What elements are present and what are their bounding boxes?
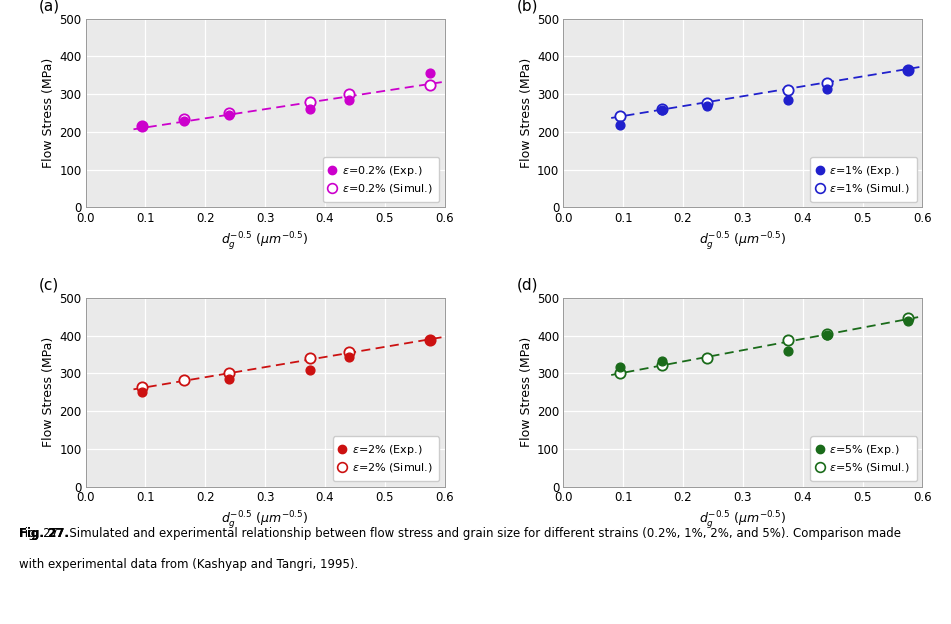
Text: Fig. 27.  Simulated and experimental relationship between flow stress and grain : Fig. 27. Simulated and experimental rela…	[19, 527, 901, 540]
$\varepsilon$=0.2% (Exp.)	[341, 95, 357, 105]
$\varepsilon$=5% (Simul.)	[780, 334, 795, 344]
Text: (d): (d)	[516, 277, 538, 293]
Y-axis label: Flow Stress (MPa): Flow Stress (MPa)	[519, 58, 533, 168]
$\varepsilon$=5% (Simul.)	[654, 360, 670, 370]
Text: Fig. 27.: Fig. 27.	[19, 527, 69, 540]
$\varepsilon$=2% (Simul.)	[341, 346, 357, 356]
$\varepsilon$=1% (Simul.)	[819, 78, 834, 88]
$\varepsilon$=2% (Exp.)	[302, 364, 318, 374]
$\varepsilon$=5% (Exp.)	[612, 362, 628, 372]
$\varepsilon$=5% (Simul.)	[819, 329, 834, 339]
$\varepsilon$=5% (Simul.)	[900, 313, 915, 323]
$\varepsilon$=0.2% (Simul.)	[341, 89, 357, 99]
X-axis label: $d_g^{-0.5}$ ($\mu m^{-0.5}$): $d_g^{-0.5}$ ($\mu m^{-0.5}$)	[699, 230, 786, 252]
Y-axis label: Flow Stress (MPa): Flow Stress (MPa)	[42, 337, 55, 447]
$\varepsilon$=2% (Simul.)	[422, 334, 437, 344]
$\varepsilon$=2% (Simul.)	[177, 375, 192, 385]
$\varepsilon$=1% (Simul.)	[654, 104, 670, 114]
$\varepsilon$=2% (Exp.)	[135, 388, 150, 397]
$\varepsilon$=1% (Simul.)	[780, 85, 795, 95]
X-axis label: $d_g^{-0.5}$ ($\mu m^{-0.5}$): $d_g^{-0.5}$ ($\mu m^{-0.5}$)	[222, 509, 309, 532]
Y-axis label: Flow Stress (MPa): Flow Stress (MPa)	[42, 58, 55, 168]
Y-axis label: Flow Stress (MPa): Flow Stress (MPa)	[519, 337, 533, 447]
$\varepsilon$=1% (Exp.)	[819, 84, 834, 94]
$\varepsilon$=1% (Exp.)	[780, 95, 795, 105]
$\varepsilon$=1% (Simul.)	[900, 65, 915, 75]
$\varepsilon$=0.2% (Exp.)	[422, 69, 437, 79]
Legend: $\varepsilon$=0.2% (Exp.), $\varepsilon$=0.2% (Simul.): $\varepsilon$=0.2% (Exp.), $\varepsilon$…	[322, 157, 439, 202]
$\varepsilon$=5% (Exp.)	[654, 356, 670, 366]
$\varepsilon$=1% (Exp.)	[612, 120, 628, 130]
$\varepsilon$=0.2% (Exp.)	[135, 121, 150, 131]
$\varepsilon$=2% (Exp.)	[422, 334, 437, 344]
$\varepsilon$=0.2% (Exp.)	[177, 115, 192, 125]
Legend: $\varepsilon$=2% (Exp.), $\varepsilon$=2% (Simul.): $\varepsilon$=2% (Exp.), $\varepsilon$=2…	[333, 436, 439, 481]
$\varepsilon$=0.2% (Exp.)	[222, 110, 237, 120]
$\varepsilon$=1% (Exp.)	[654, 105, 670, 115]
Text: (b): (b)	[516, 0, 538, 13]
$\varepsilon$=5% (Exp.)	[819, 330, 834, 340]
$\varepsilon$=5% (Exp.)	[780, 346, 795, 356]
Legend: $\varepsilon$=1% (Exp.), $\varepsilon$=1% (Simul.): $\varepsilon$=1% (Exp.), $\varepsilon$=1…	[810, 157, 917, 202]
$\varepsilon$=1% (Exp.)	[699, 101, 714, 111]
$\varepsilon$=5% (Exp.)	[900, 316, 915, 326]
$\varepsilon$=5% (Simul.)	[612, 368, 628, 378]
$\varepsilon$=2% (Exp.)	[222, 374, 237, 384]
X-axis label: $d_g^{-0.5}$ ($\mu m^{-0.5}$): $d_g^{-0.5}$ ($\mu m^{-0.5}$)	[222, 230, 309, 252]
$\varepsilon$=0.2% (Simul.)	[422, 80, 437, 90]
X-axis label: $d_g^{-0.5}$ ($\mu m^{-0.5}$): $d_g^{-0.5}$ ($\mu m^{-0.5}$)	[699, 509, 786, 532]
$\varepsilon$=5% (Simul.)	[699, 353, 714, 363]
$\varepsilon$=0.2% (Exp.)	[302, 104, 318, 114]
$\varepsilon$=2% (Exp.)	[341, 351, 357, 361]
$\varepsilon$=0.2% (Simul.)	[135, 121, 150, 131]
Text: with experimental data from (Kashyap and Tangri, 1995).: with experimental data from (Kashyap and…	[19, 558, 359, 572]
Text: (c): (c)	[39, 277, 59, 293]
$\varepsilon$=1% (Simul.)	[612, 110, 628, 120]
$\varepsilon$=0.2% (Simul.)	[222, 108, 237, 118]
Text: Fig. 27.: Fig. 27.	[19, 527, 69, 540]
Text: (a): (a)	[39, 0, 60, 13]
$\varepsilon$=2% (Simul.)	[302, 353, 318, 363]
$\varepsilon$=0.2% (Simul.)	[302, 97, 318, 107]
$\varepsilon$=2% (Simul.)	[222, 369, 237, 379]
$\varepsilon$=2% (Simul.)	[135, 383, 150, 392]
$\varepsilon$=0.2% (Simul.)	[177, 114, 192, 124]
$\varepsilon$=1% (Simul.)	[699, 97, 714, 107]
$\varepsilon$=1% (Exp.)	[900, 65, 915, 75]
Legend: $\varepsilon$=5% (Exp.), $\varepsilon$=5% (Simul.): $\varepsilon$=5% (Exp.), $\varepsilon$=5…	[810, 436, 917, 481]
